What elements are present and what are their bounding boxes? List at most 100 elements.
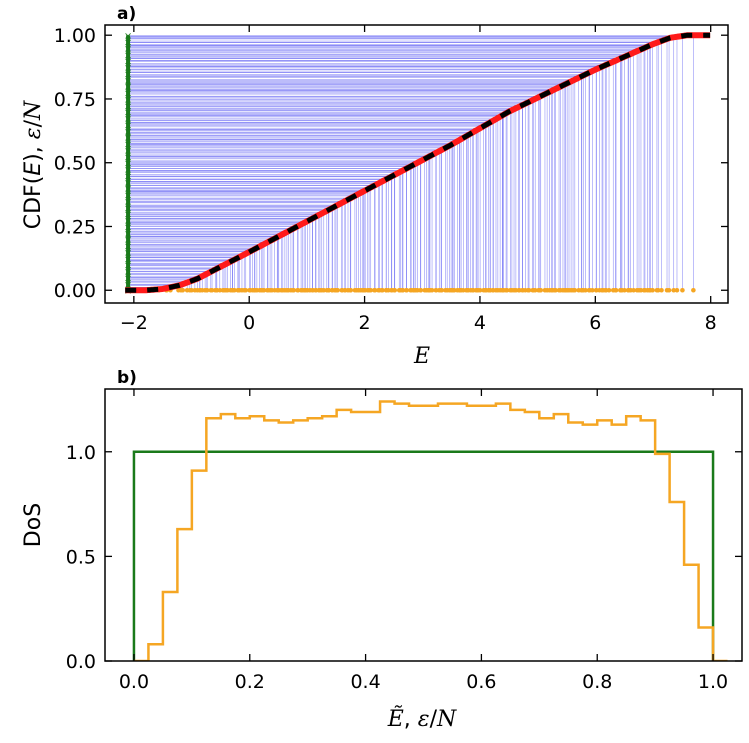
panel-a-ytick-label: 0.50 bbox=[54, 153, 96, 175]
eigenvalue-marker bbox=[189, 287, 194, 293]
eigenvalue-marker bbox=[209, 287, 215, 293]
eigenvalue-marker bbox=[399, 287, 405, 293]
green-marker: × bbox=[124, 31, 132, 42]
green-marker: × bbox=[124, 178, 132, 189]
spectral-lines bbox=[128, 35, 694, 291]
panel-a-xtick-label: 6 bbox=[589, 312, 601, 334]
eigenvalue-marker bbox=[674, 287, 680, 293]
dos-orange-histogram bbox=[133, 400, 728, 661]
panel-b-ytick-label: 0.5 bbox=[66, 546, 96, 568]
eigenvalue-marker bbox=[232, 287, 237, 293]
panel-a-xtick-label: 2 bbox=[359, 312, 371, 334]
eigenvalue-marker bbox=[631, 287, 636, 293]
panel-b-xtick-label: 0.0 bbox=[119, 671, 149, 693]
panel-a-ticks: −2 0 2 4 6 8 0.00 0.25 0.50 0.75 1.00 bbox=[54, 25, 728, 334]
green-marker: × bbox=[124, 101, 132, 112]
green-marker: × bbox=[124, 146, 132, 157]
eigenvalue-markers bbox=[156, 287, 696, 293]
green-marker: × bbox=[124, 95, 132, 106]
eigenvalue-marker bbox=[372, 287, 378, 293]
green-marker: × bbox=[124, 210, 132, 221]
eigenvalue-marker bbox=[552, 287, 558, 293]
green-marker: × bbox=[124, 273, 132, 284]
eigenvalue-marker bbox=[392, 287, 398, 293]
green-marker: × bbox=[124, 184, 132, 195]
panel-b-xtick-label: 0.2 bbox=[235, 671, 265, 693]
eigenvalue-marker bbox=[671, 287, 677, 293]
eigenvalue-marker bbox=[291, 287, 297, 293]
green-marker: × bbox=[124, 63, 132, 74]
green-marker: × bbox=[124, 82, 132, 93]
panel-a-ytick-label: 0.25 bbox=[54, 216, 96, 238]
eigenvalue-marker bbox=[680, 287, 685, 293]
green-marker: × bbox=[124, 165, 132, 176]
green-marker: × bbox=[124, 69, 132, 80]
green-marker: × bbox=[124, 197, 132, 208]
eigenvalue-marker bbox=[261, 287, 267, 293]
panel-a-xtick-label: −2 bbox=[120, 312, 148, 334]
eigenvalue-marker bbox=[243, 287, 249, 293]
panel-b-xtick-label: 0.4 bbox=[350, 671, 380, 693]
green-marker: × bbox=[124, 203, 132, 214]
panel-b-label: b) bbox=[117, 368, 137, 388]
panel-a-label: a) bbox=[117, 4, 136, 24]
green-marker: × bbox=[124, 50, 132, 61]
panel-b-xlabel: Ẽ, ε/N bbox=[387, 704, 457, 732]
green-marker: × bbox=[124, 152, 132, 163]
panel-b-ylabel: DoS bbox=[21, 503, 46, 547]
panel-b-xtick-label: 0.6 bbox=[466, 671, 496, 693]
green-marker: × bbox=[124, 133, 132, 144]
panel-a-data: ××××××××××××××××××××××××××××××××××××××××… bbox=[123, 31, 712, 297]
eigenvalue-marker bbox=[538, 287, 544, 293]
eigenvalue-marker bbox=[532, 287, 538, 293]
panel-a-ytick-label: 0.00 bbox=[54, 280, 96, 302]
green-marker: × bbox=[124, 38, 132, 49]
panel-b-xtick-label: 1.0 bbox=[698, 671, 728, 693]
green-marker: × bbox=[124, 191, 132, 202]
eigenvalue-marker bbox=[204, 287, 210, 293]
eigenvalue-marker bbox=[348, 287, 354, 293]
green-marker: × bbox=[124, 229, 132, 240]
green-marker: × bbox=[124, 159, 132, 170]
panel-b-ytick-label: 0.0 bbox=[66, 651, 96, 673]
panel-a-xlabel: E bbox=[413, 344, 430, 369]
eigenvalue-marker bbox=[438, 287, 444, 293]
panel-b-ticks: 0.0 0.2 0.4 0.6 0.8 1.0 0.0 0.5 1.0 bbox=[66, 389, 742, 693]
green-marker: × bbox=[124, 171, 132, 182]
green-marker: × bbox=[124, 248, 132, 259]
eigenvalue-marker bbox=[691, 287, 696, 293]
panel-b-frame bbox=[104, 388, 743, 662]
green-marker: × bbox=[124, 280, 132, 291]
panel-a: ××××××××××××××××××××××××××××××××××××××××… bbox=[21, 4, 729, 369]
green-marker: × bbox=[124, 76, 132, 87]
panel-a-ytick-label: 1.00 bbox=[54, 25, 96, 47]
eigenvalue-marker bbox=[404, 287, 409, 293]
eigenvalue-marker bbox=[666, 287, 672, 293]
green-marker: × bbox=[124, 114, 132, 125]
eigenvalue-marker bbox=[368, 287, 374, 293]
cdf-red-curve bbox=[123, 32, 712, 294]
eigenvalue-marker bbox=[180, 287, 186, 293]
eigenvalue-marker bbox=[641, 287, 647, 293]
eigenvalue-marker bbox=[433, 287, 439, 293]
panel-a-xtick-label: 0 bbox=[243, 312, 255, 334]
eigenvalue-marker bbox=[659, 287, 664, 293]
green-marker: × bbox=[124, 127, 132, 138]
green-marker: × bbox=[124, 267, 132, 278]
eigenvalue-marker bbox=[655, 287, 661, 293]
eigenvalue-marker bbox=[606, 287, 612, 293]
green-marker: × bbox=[124, 216, 132, 227]
panel-b: 0.0 0.2 0.4 0.6 0.8 1.0 0.0 0.5 1.0 b) Ẽ, ε/N Do… bbox=[21, 368, 743, 732]
green-marker: × bbox=[124, 242, 132, 253]
dos-green-step bbox=[132, 450, 715, 661]
green-marker: × bbox=[124, 108, 132, 119]
eigenvalue-marker bbox=[380, 287, 385, 293]
green-marker: × bbox=[124, 222, 132, 233]
panel-a-ytick-label: 0.75 bbox=[54, 89, 96, 111]
panel-b-xtick-label: 0.8 bbox=[582, 671, 612, 693]
green-marker: × bbox=[124, 89, 132, 100]
eigenvalue-marker bbox=[504, 287, 510, 293]
eigenvalue-marker bbox=[429, 287, 435, 293]
eigenvalue-marker bbox=[622, 287, 627, 293]
panel-b-data bbox=[132, 400, 728, 661]
